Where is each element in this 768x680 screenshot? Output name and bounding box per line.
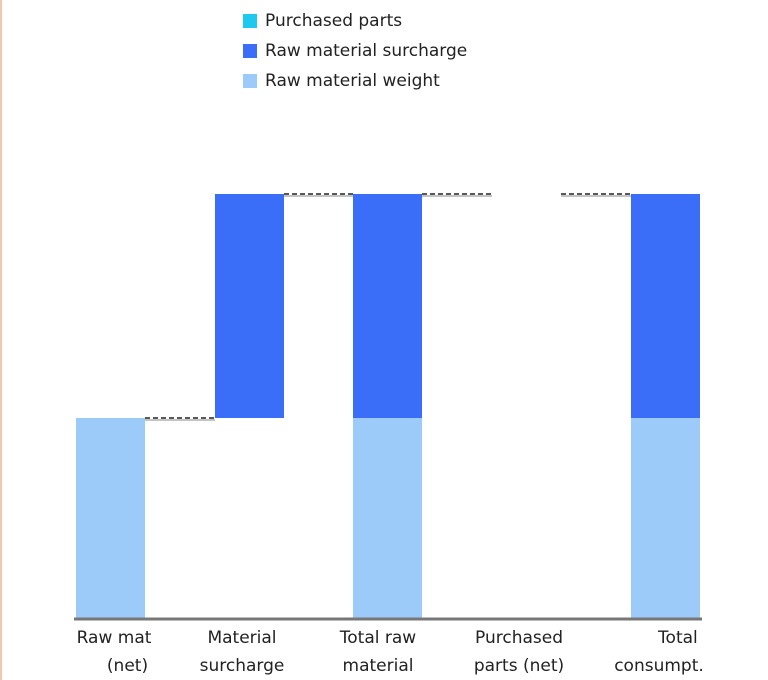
- x-tick-label-purchased-parts-net: Purchased parts (net): [473, 628, 565, 676]
- bar-raw-material-weight-2: [353, 418, 422, 618]
- bar-raw-material-surcharge-1: [215, 194, 284, 418]
- legend-swatch-raw-material-surcharge: [243, 44, 257, 58]
- legend-item-raw-material-surcharge: Raw material surcharge: [243, 36, 467, 66]
- legend-item-raw-material-weight: Raw material weight: [243, 66, 467, 96]
- legend-swatch-raw-material-weight: [243, 74, 257, 88]
- legend-label-raw-material-surcharge: Raw material surcharge: [265, 41, 468, 61]
- legend-label-purchased-parts: Purchased parts: [265, 11, 403, 31]
- bar-raw-material-surcharge-2: [353, 194, 422, 418]
- legend-swatch-purchased-parts: [243, 14, 257, 28]
- legend-label-raw-material-weight: Raw material weight: [265, 71, 440, 91]
- x-tick-label-raw-mat-net: Raw mat (net): [76, 628, 152, 676]
- bar-raw-material-weight-4: [631, 418, 700, 618]
- x-tick-label-total-raw-material: Total raw material: [339, 628, 417, 676]
- bar-raw-material-surcharge-4: [631, 194, 700, 418]
- bar-raw-material-weight-0: [76, 418, 145, 618]
- page-left-border: [0, 0, 2, 680]
- legend-item-purchased-parts: Purchased parts: [243, 6, 467, 36]
- x-tick-label-material-surcharge: Material surcharge: [199, 628, 285, 676]
- x-tick-label-total-consumption: Total consumpt.: [614, 628, 704, 676]
- chart-legend: Purchased parts Raw material surcharge R…: [243, 6, 467, 96]
